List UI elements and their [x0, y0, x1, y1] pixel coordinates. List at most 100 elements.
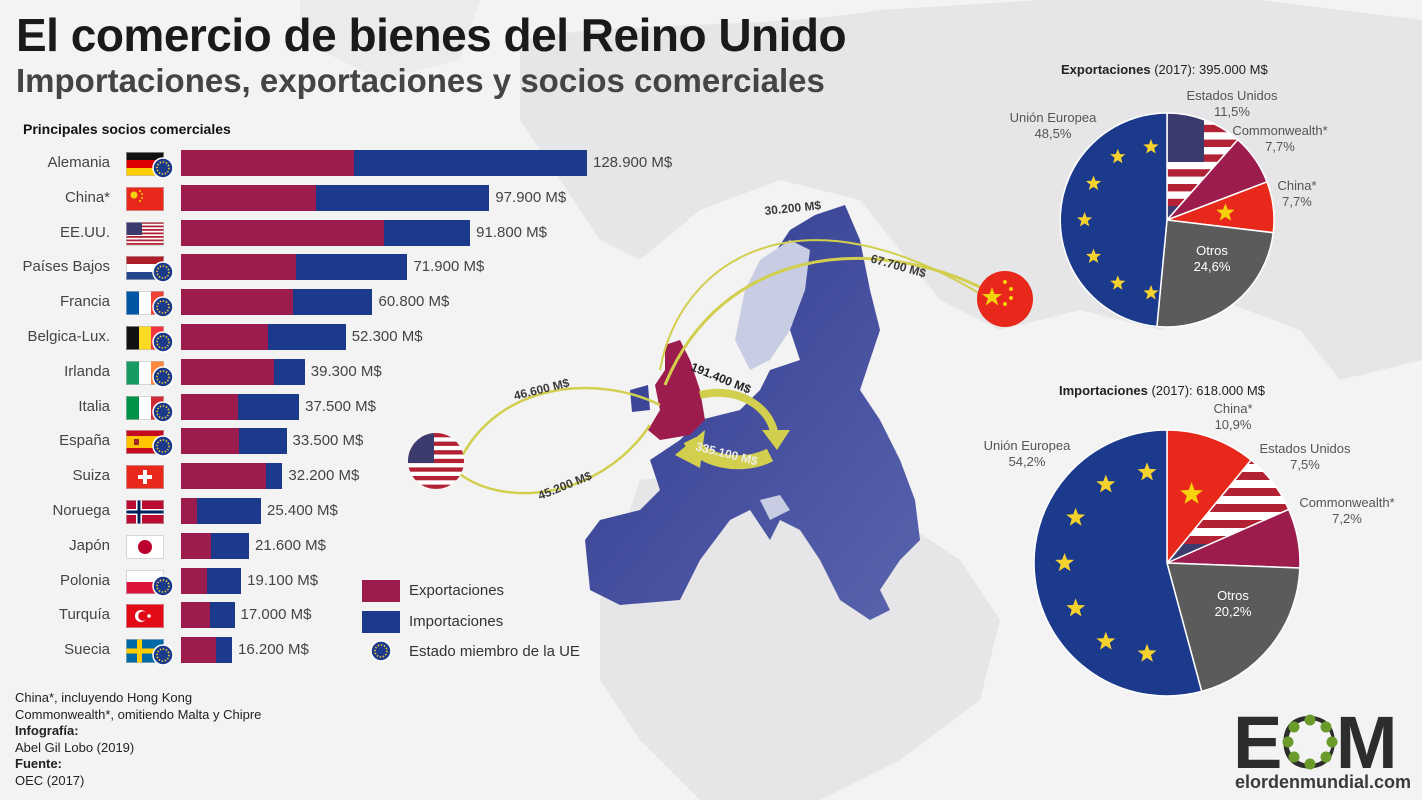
norway-flag-icon	[126, 500, 164, 524]
bar-category-label: Suiza	[72, 467, 110, 485]
logo-url: elordenmundial.com	[1235, 772, 1412, 792]
flow-uk-usa	[458, 386, 661, 461]
bar-imports	[206, 567, 242, 594]
pie-exports-title: Exportaciones (2017): 395.000 M$	[1061, 62, 1268, 77]
bar-exports	[181, 289, 294, 316]
bar-category-label: Italia	[78, 397, 110, 415]
bar-category-label: Turquía	[58, 606, 110, 624]
eu-star-icon	[1055, 553, 1075, 572]
eu-star-icon	[1096, 631, 1116, 650]
pie-slice-value: 7,7%	[1282, 194, 1312, 209]
bar-row: Suiza 32.200 M$	[0, 462, 700, 492]
fuente-label: Fuente:	[15, 756, 62, 771]
turkey-flag-icon	[126, 604, 164, 629]
pie-slice-label: Otros	[1196, 243, 1228, 258]
bar-exports	[181, 219, 384, 246]
eu-member-badge-icon	[152, 644, 174, 666]
land-shape-greenland	[300, 0, 480, 80]
bar-total-label: 25.400 M$	[267, 502, 338, 519]
eu-territory	[585, 205, 920, 620]
bar-exports	[181, 393, 239, 420]
bar-exports	[181, 184, 317, 211]
eu-member-icon	[370, 640, 392, 662]
page-subtitle: Importaciones, exportaciones y socios co…	[16, 62, 825, 99]
eu-star-icon	[1110, 275, 1126, 290]
note-china: China*, incluyendo Hong Kong	[15, 690, 193, 705]
norway-territory	[735, 240, 810, 370]
notes: China*, incluyendo Hong Kong Commonwealt…	[15, 690, 261, 789]
pie-slice	[1156, 219, 1275, 328]
bar-category-label: Belgica-Lux.	[27, 328, 110, 345]
bar-total-label: 17.000 M$	[240, 606, 312, 624]
bar-exports	[181, 602, 210, 629]
bar-exports	[181, 637, 216, 664]
bar-exports	[181, 532, 212, 559]
legend-label-imports: Importaciones	[409, 613, 504, 630]
bar-row: Turquía 17.000 M$	[0, 601, 700, 631]
pie-slice-value: 48,5%	[1035, 126, 1072, 141]
pie-slice	[1166, 429, 1253, 566]
legend-label-eu: Estado miembro de la UE	[409, 643, 580, 660]
bar-imports	[295, 254, 408, 281]
bar-imports	[215, 637, 233, 664]
bar-row: EE.UU. 91.800 M$	[0, 219, 700, 249]
bar-chart-title: Principales socios comerciales	[23, 121, 231, 137]
eu-star-icon	[1066, 507, 1086, 526]
bar-category-label: España	[59, 432, 110, 450]
bar-row: Noruega 25.400 M$	[0, 497, 700, 527]
bar-exports	[181, 358, 274, 385]
bar-category-label: Japón	[69, 536, 110, 554]
bar-imports	[293, 289, 373, 316]
eu-star-icon	[1085, 175, 1102, 190]
pie-slice-value: 54,2%	[1009, 454, 1046, 469]
bar-total-label: 19.100 M$	[247, 571, 319, 589]
bar-total-label: 91.800 M$	[476, 223, 548, 241]
legend-item-exports: Exportaciones	[362, 580, 662, 604]
bar-category-label: Irlanda	[64, 362, 110, 380]
bar-row: España 33.500 M$	[0, 427, 700, 458]
pie-exports-title-rest: (2017): 395.000 M$	[1150, 62, 1268, 77]
bar-total-label: 37.500 M$	[305, 397, 376, 415]
china-round-flag-icon	[977, 271, 1033, 327]
switzerland-territory	[760, 495, 790, 520]
ireland-territory	[630, 385, 650, 412]
bar-imports	[197, 498, 261, 524]
pie-slice-label: China*	[1213, 401, 1252, 416]
legend-swatch-exports	[362, 580, 400, 602]
flow-uk-china	[659, 239, 991, 371]
bar-imports	[266, 463, 283, 490]
pie-slice-label: China*	[1277, 178, 1316, 193]
flow-china-uk	[663, 257, 991, 386]
eu-member-badge-icon	[152, 331, 174, 353]
bar-imports	[211, 532, 250, 559]
bar-row: Irlanda 39.300 M$	[0, 358, 700, 388]
bar-total-label: 21.600 M$	[255, 536, 326, 554]
bar-imports	[383, 219, 471, 246]
eu-star-icon	[1085, 248, 1102, 263]
pie-slice-value: 24,6%	[1194, 259, 1231, 274]
pie-slice-label: Unión Europea	[984, 438, 1071, 453]
fuente-value: OEC (2017)	[15, 772, 85, 788]
bar-row: Polonia 19.100 M$	[0, 567, 700, 597]
bar-imports	[209, 602, 235, 629]
legend-item-eu: Estado miembro de la UE	[362, 640, 662, 665]
pie-slice	[1059, 112, 1168, 328]
flow-label-uk-china: 30.200 M$	[764, 198, 822, 218]
pie-slice-value: 20,2%	[1215, 604, 1252, 619]
usa-flag-icon	[126, 221, 164, 246]
pie-slice-value: 10,9%	[1215, 417, 1252, 432]
pie-slice-label: Commonwealth*	[1232, 123, 1327, 138]
eu-member-badge-icon	[152, 261, 174, 284]
pie-slice-label: Estados Unidos	[1186, 88, 1278, 103]
logo-globe-icon	[1282, 714, 1338, 770]
bar-imports	[239, 428, 287, 455]
eu-star-icon	[1137, 462, 1157, 481]
eu-member-badge-icon	[152, 574, 174, 597]
bar-row: Suecia 16.200 M$	[0, 636, 700, 666]
eu-star-icon	[1096, 474, 1116, 493]
flow-usa-uk	[454, 424, 652, 495]
china-flag-icon	[126, 186, 164, 211]
note-commonwealth: Commonwealth*, omitiendo Malta y Chipre	[15, 706, 262, 722]
bar-total-label: 71.900 M$	[413, 258, 485, 276]
